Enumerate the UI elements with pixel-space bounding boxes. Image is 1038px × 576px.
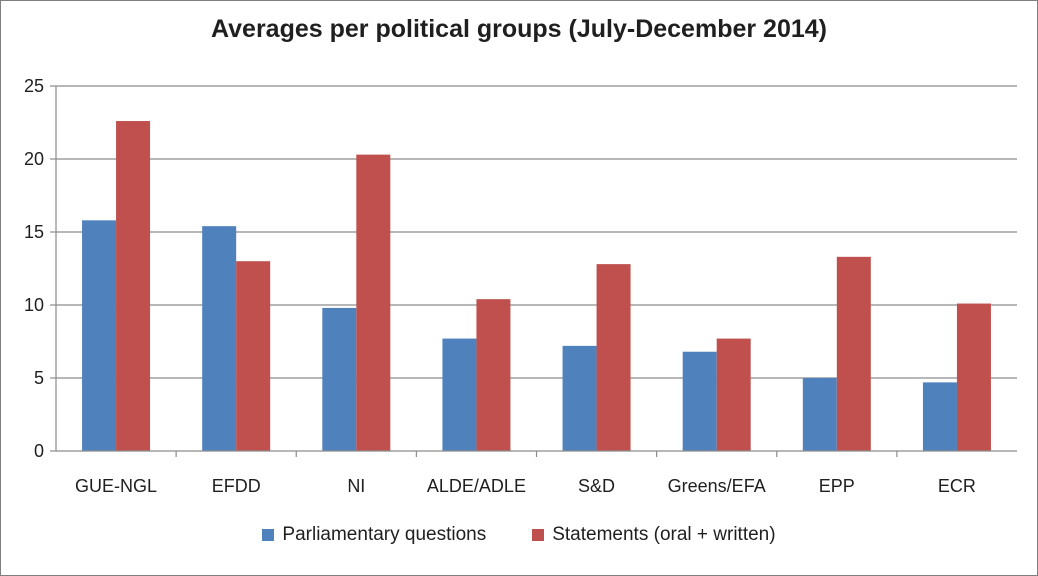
bar-statements-4 (476, 299, 511, 451)
y-tick-label: 5 (34, 368, 44, 388)
bar-statements-3 (356, 154, 391, 451)
legend-label: Parliamentary questions (282, 524, 487, 545)
y-tick-label: 0 (34, 441, 44, 461)
bar-statements-1 (116, 121, 151, 451)
bar-parliamentary-questions-3 (322, 307, 357, 451)
axes (55, 86, 1017, 457)
bar-statements-6 (716, 338, 751, 451)
legend-label: Statements (oral + written) (552, 524, 776, 545)
x-tick-label: ECR (938, 476, 976, 496)
x-tick-label: Greens/EFA (668, 476, 766, 496)
legend: Parliamentary questions Statements (oral… (1, 524, 1037, 546)
y-tick-label: 10 (24, 295, 44, 315)
legend-swatch (532, 529, 545, 541)
x-tick-label: S&D (578, 476, 615, 496)
bar-parliamentary-questions-8 (922, 382, 957, 451)
bar-statements-7 (836, 256, 871, 451)
y-tick-label: 25 (24, 76, 44, 96)
bar-parliamentary-questions-5 (562, 345, 597, 451)
y-tick-labels: 0 5 10 15 20 25 (24, 76, 44, 461)
bar-statements-8 (956, 303, 991, 451)
x-tick-label: EFDD (212, 476, 261, 496)
bar-parliamentary-questions-7 (802, 378, 837, 451)
x-tick-label: NI (347, 476, 365, 496)
bar-parliamentary-questions-1 (82, 220, 117, 451)
bar-statements-2 (236, 261, 271, 451)
bar-parliamentary-questions-6 (682, 351, 717, 451)
x-tick-label: EPP (819, 476, 855, 496)
x-tick-labels: GUE-NGL EFDD NI ALDE/ADLE S&D Greens/EFA EPP EC… (75, 476, 976, 496)
bars (82, 121, 991, 451)
bar-parliamentary-questions-4 (442, 338, 477, 451)
x-tick-label: GUE-NGL (75, 476, 157, 496)
chart-title: Averages per political groups (July-Dece… (211, 15, 827, 43)
y-tick-label: 15 (24, 222, 44, 242)
gridlines (50, 85, 1017, 452)
legend-item-series-1: Parliamentary questions (262, 524, 486, 546)
legend-swatch (262, 529, 275, 541)
bar-statements-5 (596, 264, 631, 451)
legend-item-series-2: Statements (oral + written) (532, 524, 776, 546)
y-tick-label: 20 (24, 149, 44, 169)
bar-parliamentary-questions-2 (202, 226, 237, 451)
x-tick-label: ALDE/ADLE (427, 476, 526, 496)
